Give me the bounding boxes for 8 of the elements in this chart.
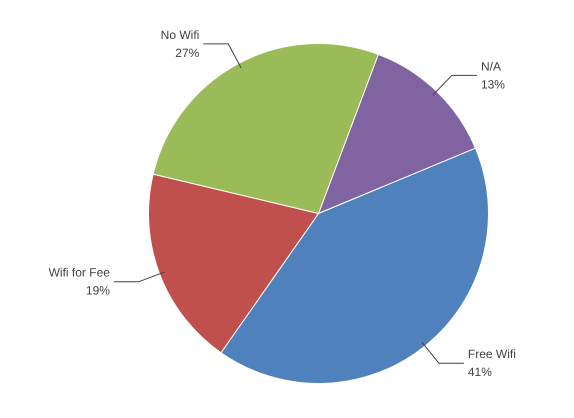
slice-label: No Wifi xyxy=(160,28,200,42)
data-label: 41% xyxy=(468,365,492,380)
slice-label: N/A xyxy=(480,59,501,74)
data-label: 19% xyxy=(86,284,110,298)
data-label: 27% xyxy=(175,46,200,60)
data-label: 13% xyxy=(480,77,506,92)
slice-label: Wifi for Fee xyxy=(48,266,110,280)
slice-label: Free Wifi xyxy=(468,347,516,362)
